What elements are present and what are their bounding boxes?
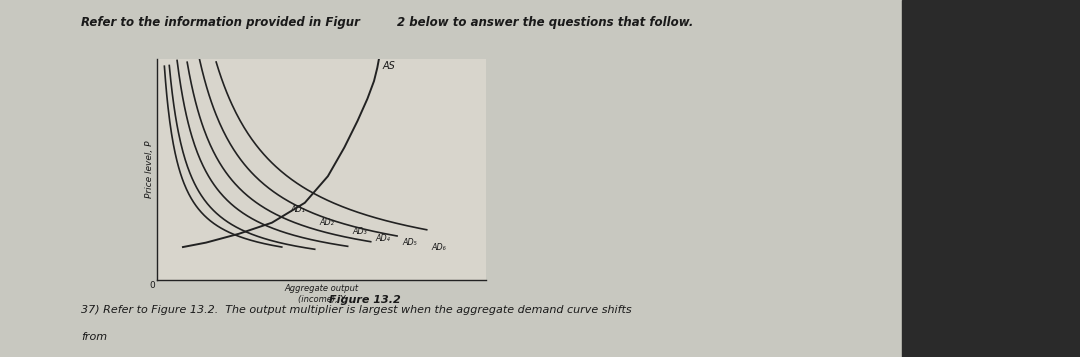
Text: AD₅: AD₅	[402, 238, 417, 247]
Text: AD₂: AD₂	[320, 218, 335, 227]
Text: Refer to the information provided in Figur         2 below to answer the questio: Refer to the information provided in Fig…	[81, 16, 693, 29]
Text: 0: 0	[149, 281, 154, 290]
Bar	[902, 0, 1080, 357]
Text: from: from	[81, 332, 107, 342]
Text: AD₆: AD₆	[432, 242, 446, 252]
Text: AD₄: AD₄	[376, 234, 391, 243]
Text: AD₃: AD₃	[352, 227, 367, 236]
X-axis label: Aggregate output
(income), Y: Aggregate output (income), Y	[284, 285, 359, 304]
Text: AS: AS	[382, 61, 395, 71]
Text: AD₁: AD₁	[291, 205, 305, 214]
Text: 37) Refer to Figure 13.2.  The output multiplier is largest when the aggregate d: 37) Refer to Figure 13.2. The output mul…	[81, 305, 632, 315]
Y-axis label: Price level, P: Price level, P	[145, 141, 153, 198]
Text: Figure 13.2: Figure 13.2	[328, 295, 401, 305]
